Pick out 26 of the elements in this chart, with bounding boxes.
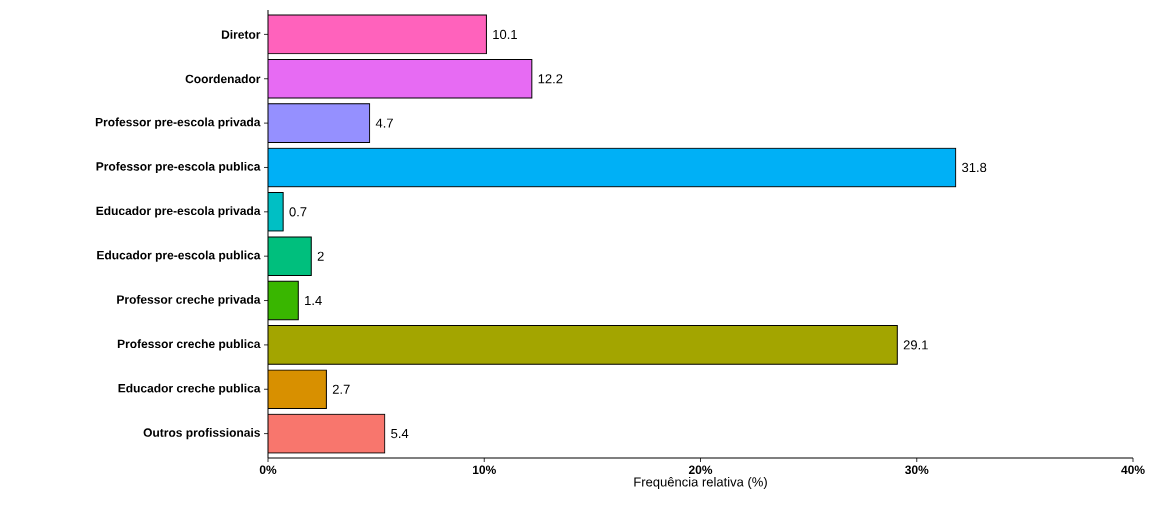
- data-label: 0.7: [289, 207, 307, 217]
- x-tick-label: 0%: [259, 465, 277, 475]
- y-tick-label: Professor pre-escola publica: [96, 161, 261, 174]
- x-axis-title: Frequência relativa (%): [634, 476, 767, 490]
- x-tick-label: 20%: [688, 465, 713, 475]
- y-tick-label: Coordenador: [185, 74, 261, 84]
- data-label: 12.2: [538, 74, 563, 84]
- data-label: 31.8: [962, 162, 987, 173]
- x-tick-label: 10%: [473, 465, 496, 475]
- data-label: 5.4: [391, 429, 409, 439]
- data-label: 4.7: [375, 118, 393, 128]
- y-tick-label: Diretor: [221, 30, 261, 39]
- y-tick-label: Outros profissionais: [143, 428, 260, 440]
- x-tick-label: 30%: [905, 465, 929, 475]
- y-tick-label: Professor pre-escola privada: [95, 117, 261, 129]
- y-tick-label: Professor creche publica: [117, 339, 261, 351]
- data-label: 1.4: [305, 296, 322, 306]
- x-tick-label: 40%: [1121, 465, 1145, 475]
- y-tick-label: Educador creche publica: [118, 383, 261, 395]
- y-tick-label: Educador pre-escola publica: [97, 250, 261, 262]
- data-label: 29.1: [903, 340, 928, 350]
- data-label: 2.7: [332, 384, 350, 394]
- data-label: 10.1: [493, 29, 517, 39]
- data-label: 2: [317, 251, 324, 261]
- y-tick-label: Educador pre-escola privada: [96, 206, 261, 218]
- y-tick-label: Professor creche privada: [117, 294, 261, 307]
